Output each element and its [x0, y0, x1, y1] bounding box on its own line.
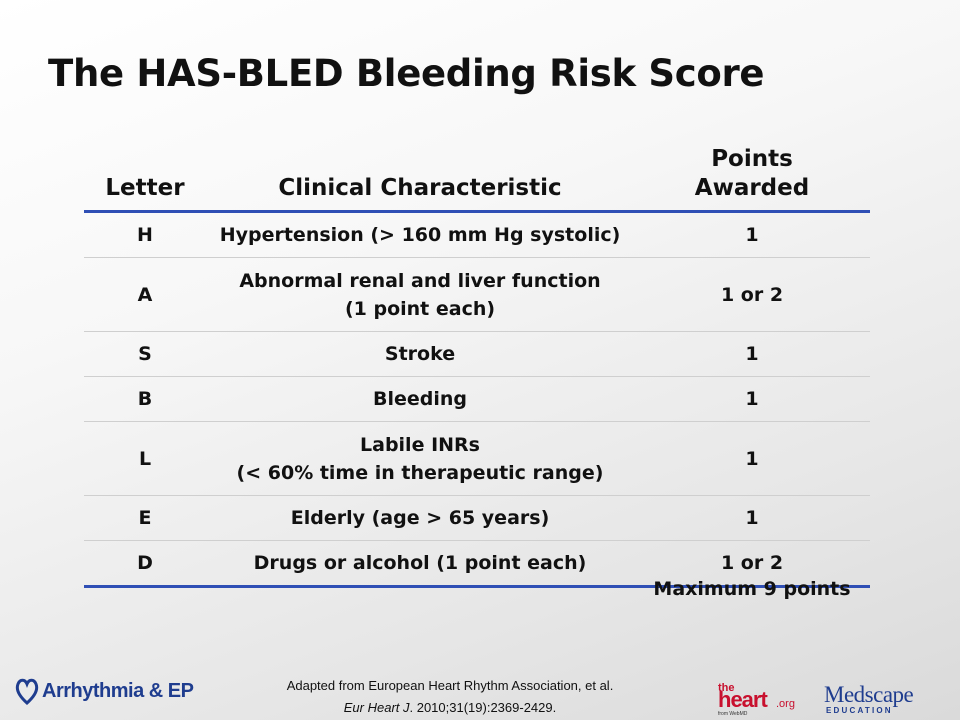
medscape-education-logo: Medscape EDUCATION [824, 682, 914, 715]
letter-cell: A [137, 283, 153, 306]
heart-pulse-icon [15, 678, 39, 706]
table-row: E Elderly (age > 65 years) 1 [84, 496, 870, 541]
letter-cell: B [137, 388, 153, 410]
table-body: H Hypertension (> 160 mm Hg systolic) 1 A Ab… [84, 213, 870, 588]
letter-cell: E [138, 507, 152, 529]
letter-cell: S [138, 343, 152, 365]
table-row: S Stroke 1 [84, 332, 870, 377]
clinical-characteristic-cell: Elderly (age > 65 years) [290, 507, 550, 529]
table-row: H Hypertension (> 160 mm Hg systolic) 1 [84, 213, 870, 258]
svg-text:.org: .org [776, 698, 795, 710]
svg-text:EDUCATION: EDUCATION [826, 706, 893, 715]
clinical-characteristic-cell: Stroke [384, 343, 456, 365]
citation-details: . 2010;31(19):2369-2429. [409, 700, 557, 715]
points-cell: 1 [745, 388, 759, 410]
citation-line-1: Adapted from European Heart Rhythm Assoc… [286, 678, 614, 693]
table-header: Letter Clinical Characteristic Points Aw… [84, 130, 870, 213]
maximum-points-note: Maximum 9 points [653, 578, 851, 600]
svg-text:heart: heart [718, 687, 768, 712]
arrhythmia-ep-logo-text: Arrhythmia & EP [42, 679, 194, 702]
has-bled-table: Letter Clinical Characteristic Points Aw… [84, 130, 870, 588]
svg-text:the: the [718, 682, 735, 694]
citation-line-2: Eur Heart J. 2010;31(19):2369-2429. [230, 697, 670, 719]
letter-cell: D [137, 552, 153, 574]
letter-cell: L [138, 447, 152, 470]
citation-journal: Eur Heart J [343, 700, 410, 715]
theheart-org-logo: the heart .org from WebMD [718, 682, 795, 716]
clinical-characteristic-cell: Drugs or alcohol (1 point each) [253, 552, 587, 574]
arrhythmia-ep-logo: Arrhythmia & EP [14, 674, 194, 708]
points-cell: 1 [745, 224, 759, 246]
svg-text:from WebMD: from WebMD [718, 711, 748, 716]
clinical-characteristic-cell: Labile INRs (< 60% time in therapeutic r… [236, 433, 604, 484]
points-cell: 1 [745, 507, 759, 529]
points-cell: 1 [745, 343, 759, 365]
table-row: B Bleeding 1 [84, 377, 870, 422]
table-row: A Abnormal renal and liver function (1 po… [84, 258, 870, 332]
header-clinical-characteristic: Clinical Characteristic [278, 175, 562, 201]
points-cell: 1 or 2 [720, 283, 784, 306]
clinical-characteristic-cell: Bleeding [372, 388, 467, 410]
points-cell: 1 [745, 447, 759, 470]
table-row: L Labile INRs (< 60% time in therapeutic … [84, 422, 870, 496]
letter-cell: H [137, 224, 153, 246]
clinical-characteristic-cell: Hypertension (> 160 mm Hg systolic) [219, 224, 621, 246]
svg-text:Medscape: Medscape [824, 682, 914, 707]
clinical-characteristic-cell: Abnormal renal and liver function (1 poi… [239, 269, 601, 320]
citation: Adapted from European Heart Rhythm Assoc… [230, 675, 670, 719]
points-cell: 1 or 2 [720, 552, 784, 574]
slide-title: The HAS-BLED Bleeding Risk Score [48, 52, 765, 95]
table-row: D Drugs or alcohol (1 point each) 1 or 2 [84, 541, 870, 588]
header-points-awarded: Points Awarded [694, 146, 810, 201]
header-letter: Letter [105, 175, 185, 201]
